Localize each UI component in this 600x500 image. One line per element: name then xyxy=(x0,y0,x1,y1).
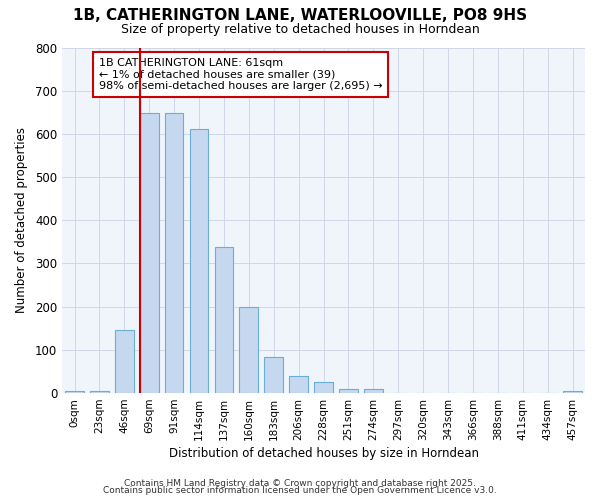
Text: Size of property relative to detached houses in Horndean: Size of property relative to detached ho… xyxy=(121,22,479,36)
Bar xyxy=(289,376,308,393)
Bar xyxy=(65,391,84,393)
Bar xyxy=(239,306,258,393)
Bar xyxy=(339,388,358,393)
Bar xyxy=(265,357,283,393)
Bar xyxy=(115,330,134,393)
Bar xyxy=(563,391,582,393)
Bar xyxy=(140,113,158,393)
Text: Contains HM Land Registry data © Crown copyright and database right 2025.: Contains HM Land Registry data © Crown c… xyxy=(124,478,476,488)
Bar xyxy=(364,388,383,393)
Bar xyxy=(190,128,208,393)
Text: 1B CATHERINGTON LANE: 61sqm
← 1% of detached houses are smaller (39)
98% of semi: 1B CATHERINGTON LANE: 61sqm ← 1% of deta… xyxy=(98,58,382,91)
Text: 1B, CATHERINGTON LANE, WATERLOOVILLE, PO8 9HS: 1B, CATHERINGTON LANE, WATERLOOVILLE, PO… xyxy=(73,8,527,22)
Bar xyxy=(165,113,184,393)
Bar xyxy=(314,382,333,393)
Bar xyxy=(90,391,109,393)
Y-axis label: Number of detached properties: Number of detached properties xyxy=(15,128,28,314)
Bar xyxy=(215,247,233,393)
Text: Contains public sector information licensed under the Open Government Licence v3: Contains public sector information licen… xyxy=(103,486,497,495)
X-axis label: Distribution of detached houses by size in Horndean: Distribution of detached houses by size … xyxy=(169,447,479,460)
